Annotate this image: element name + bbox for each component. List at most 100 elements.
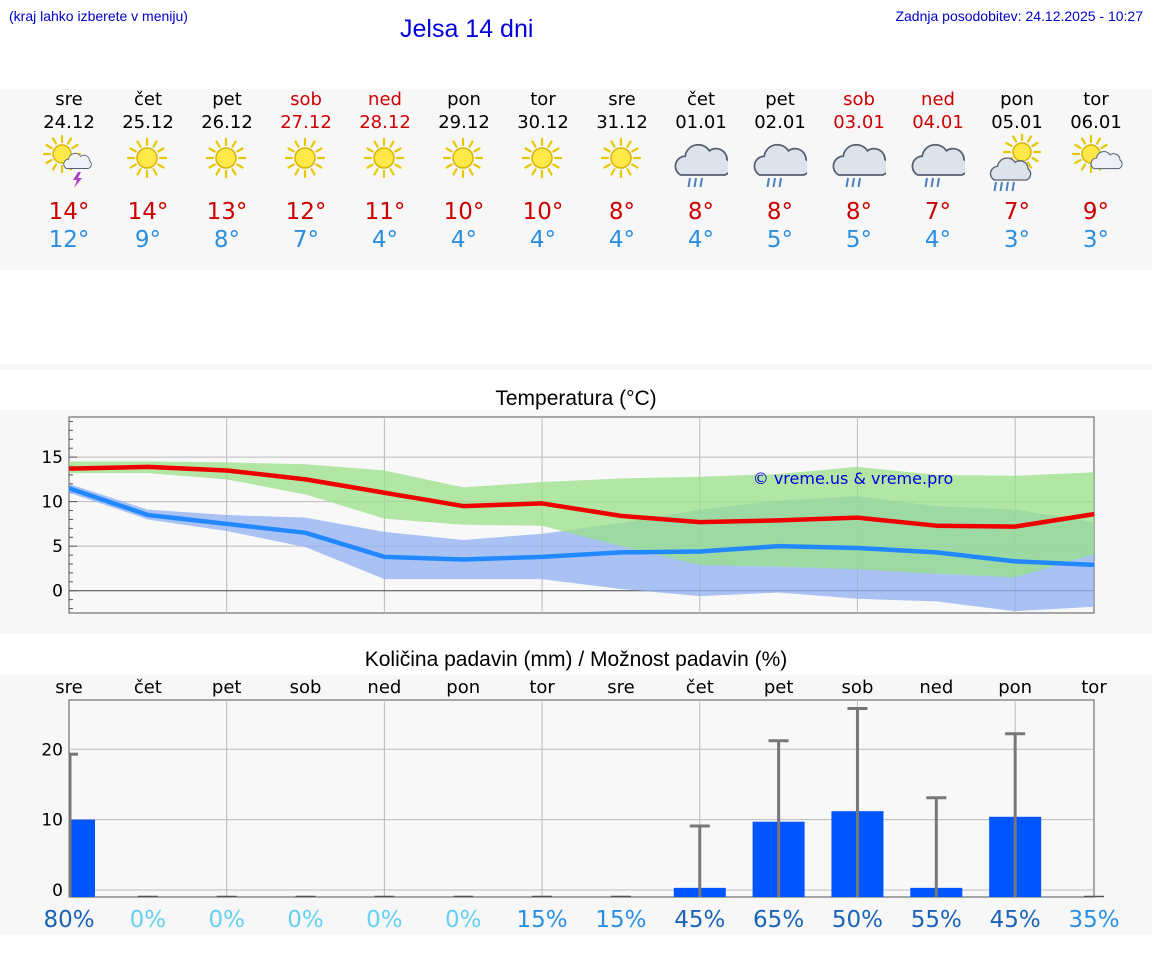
sun-shape: [284, 137, 325, 179]
sun-ray: [1030, 141, 1039, 148]
precip-chance-label: 45%: [990, 907, 1041, 933]
rain-drop: [924, 177, 928, 188]
temp-min: 4°: [687, 227, 715, 253]
sun-ray: [156, 163, 165, 169]
precip-day-label: čet: [134, 677, 162, 698]
sun-ray: [1080, 137, 1086, 145]
temp-min: 4°: [371, 227, 399, 253]
sun-ray: [214, 168, 221, 176]
sun-ray: [467, 140, 474, 148]
sun-ray: [207, 147, 216, 153]
temp-min: 4°: [924, 227, 952, 253]
sun-ray: [51, 163, 57, 171]
sun-ray: [546, 140, 553, 148]
temp-max: 8°: [766, 199, 794, 225]
temp-min: 4°: [450, 227, 478, 253]
sun-ray: [135, 168, 142, 176]
sun-disc: [214, 147, 237, 169]
sun-ray: [625, 168, 632, 176]
sun-ray: [235, 147, 244, 153]
sun-ray: [151, 140, 158, 148]
day-date: 03.01: [833, 112, 885, 133]
temp-min: 5°: [766, 227, 794, 253]
day-date: 27.12: [280, 112, 332, 133]
sun-ray: [1095, 137, 1101, 145]
sun-shape: [600, 137, 641, 179]
sun-ray: [451, 140, 458, 148]
day-date: 01.01: [675, 112, 727, 133]
sun-ray: [472, 147, 481, 153]
day-name: sob: [290, 89, 322, 110]
sun-ray: [467, 168, 474, 176]
rain-drop: [1011, 181, 1015, 192]
temp-max: 7°: [924, 199, 952, 225]
cloud-outline: [674, 143, 728, 176]
sun-ray: [602, 163, 611, 169]
temp-max: 13°: [206, 199, 248, 225]
precip-day-label: ned: [367, 677, 401, 698]
cloud-rain-icon: [911, 143, 965, 188]
day-date: 28.12: [359, 112, 411, 133]
min-temp-line: [68, 486, 1095, 568]
temp-min: 7°: [292, 227, 320, 253]
cloud-outline: [1089, 151, 1122, 170]
sun-ray: [393, 163, 402, 169]
cloud-shape: [832, 143, 886, 176]
rain-drop: [693, 177, 697, 188]
temp-min: 4°: [529, 227, 557, 253]
rain-drop: [936, 177, 940, 188]
sun-cloud-icon: [1071, 134, 1122, 174]
day-name: ned: [368, 89, 402, 110]
rain-drop: [772, 177, 776, 188]
temp-max: 14°: [48, 199, 90, 225]
temp-min: 3°: [1003, 227, 1031, 253]
sun-ray: [372, 168, 379, 176]
precip-day-label: pet: [764, 677, 794, 698]
sun-ray: [472, 163, 481, 169]
rain-drop: [687, 177, 691, 188]
temp-max: 8°: [608, 199, 636, 225]
sun-ray: [551, 163, 560, 169]
sun-ray: [388, 140, 395, 148]
cloud-rain-icon: [674, 143, 728, 188]
cloud-shape: [1089, 151, 1122, 170]
sun-cloud-rain-icon: [989, 134, 1041, 192]
sun-disc: [451, 147, 474, 169]
sun-ray: [151, 168, 158, 176]
sun-ray: [1099, 143, 1108, 150]
day-date: 05.01: [991, 112, 1043, 133]
precip-day-label: sob: [290, 677, 322, 698]
sun-ray: [230, 168, 237, 176]
sun-icon: [521, 137, 562, 179]
sun-icon: [284, 137, 325, 179]
temp-min: 9°: [134, 227, 162, 253]
sun-disc: [293, 147, 316, 169]
temp-max: 8°: [845, 199, 873, 225]
sun-ray: [1004, 141, 1013, 148]
precip-chance-label: 0%: [287, 907, 324, 933]
precip-chance-label: 35%: [1068, 907, 1119, 933]
temp-y-tick-label: 5: [52, 537, 63, 557]
sun-icon: [205, 137, 246, 179]
precip-y-tick-label: 0: [52, 881, 63, 901]
sun-ray: [1030, 156, 1039, 163]
temp-max: 9°: [1082, 199, 1110, 225]
temp-max: 10°: [443, 199, 485, 225]
sun-ray: [451, 168, 458, 176]
precip-day-label: tor: [1081, 677, 1107, 698]
sun-disc: [135, 147, 158, 169]
temp-max: 10°: [522, 199, 564, 225]
temp-min: 12°: [48, 227, 90, 253]
precip-day-label: pet: [212, 677, 242, 698]
day-date: 06.01: [1070, 112, 1122, 133]
sun-ray: [365, 147, 374, 153]
day-name: pet: [212, 89, 242, 110]
sun-ray: [530, 140, 537, 148]
day-name: sre: [608, 89, 636, 110]
temp-min: 5°: [845, 227, 873, 253]
temp-y-tick-label: 15: [41, 448, 63, 468]
day-name: sre: [55, 89, 83, 110]
temp-max: 11°: [364, 199, 406, 225]
sun-disc: [609, 147, 632, 169]
